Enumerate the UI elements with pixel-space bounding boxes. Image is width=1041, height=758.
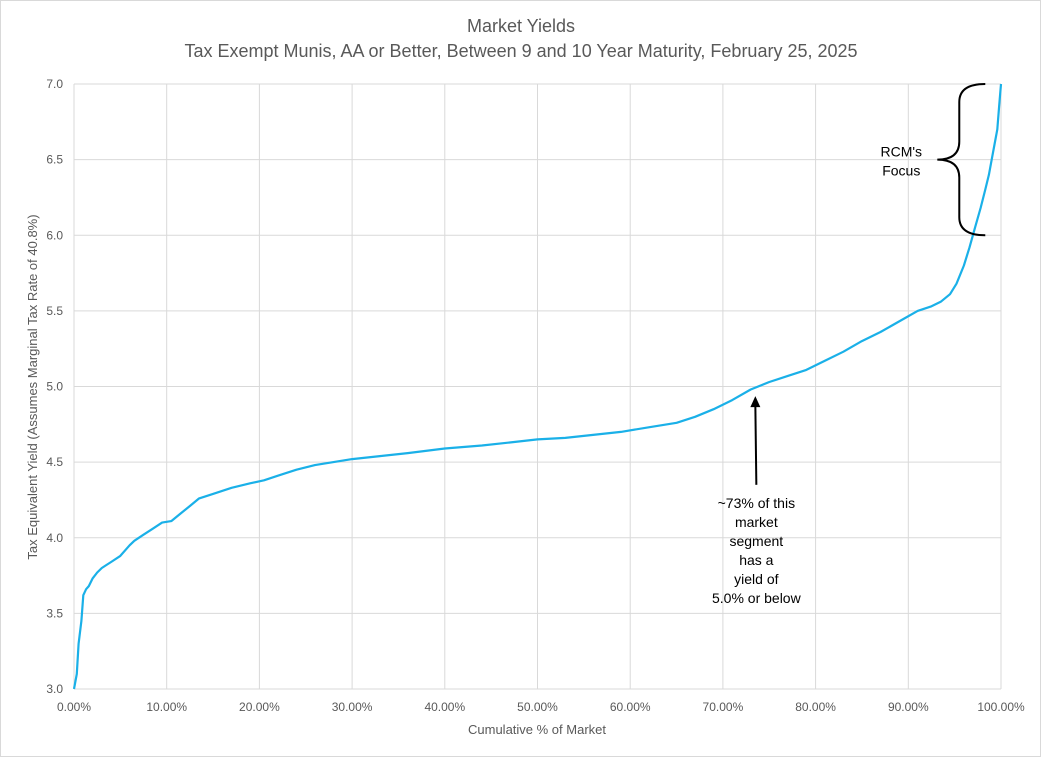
x-tick-label: 70.00% [703, 700, 744, 714]
yield-note-line: market [735, 514, 778, 530]
y-axis-title: Tax Equivalent Yield (Assumes Marginal T… [25, 214, 40, 559]
chart-subtitle: Tax Exempt Munis, AA or Better, Between … [184, 41, 857, 61]
annotations: RCM's Focus ~73% of this market segment has a… [712, 83, 986, 606]
x-tick-label: 80.00% [795, 700, 836, 714]
x-tick-label: 20.00% [239, 700, 280, 714]
y-tick-label: 3.0 [46, 682, 63, 696]
y-tick-label: 5.0 [46, 380, 63, 394]
gridlines [73, 83, 1002, 690]
y-tick-label: 3.5 [46, 606, 63, 620]
arrow-head [750, 396, 761, 408]
y-tick-label: 7.0 [46, 77, 63, 91]
x-tick-label: 40.00% [424, 700, 465, 714]
y-tick-label: 5.5 [46, 304, 63, 318]
yield-note-line: 5.0% or below [712, 590, 802, 606]
x-tick-label: 60.00% [610, 700, 651, 714]
y-tick-label: 6.5 [46, 153, 63, 167]
yield-note-line: segment [729, 533, 783, 549]
y-tick-label: 4.5 [46, 455, 63, 469]
yield-note-line: ~73% of this [718, 495, 795, 511]
yield-note-line: yield of [734, 571, 778, 587]
x-axis-title: Cumulative % of Market [468, 722, 606, 737]
focus-label-line: RCM's [881, 144, 923, 160]
y-tick-label: 6.0 [46, 228, 63, 242]
x-tick-label: 0.00% [57, 700, 91, 714]
focus-brace [937, 83, 986, 237]
arrow-shaft [754, 405, 758, 485]
x-tick-label: 50.00% [517, 700, 558, 714]
chart-title: Market Yields [467, 16, 575, 36]
x-tick-label: 10.00% [146, 700, 187, 714]
yield-series-line [72, 83, 1003, 690]
x-tick-label: 100.00% [977, 700, 1025, 714]
focus-label-line: Focus [882, 163, 920, 179]
series-layer [72, 83, 1003, 690]
x-tick-label: 30.00% [332, 700, 373, 714]
y-tick-label: 4.0 [46, 531, 63, 545]
yield-note-line: has a [739, 552, 773, 568]
x-tick-label: 90.00% [888, 700, 929, 714]
tick-labels: 3.0 3.5 4.0 4.5 5.0 5.5 6.0 6.5 7.0 0.00% 10.00% 20… [46, 77, 1025, 714]
